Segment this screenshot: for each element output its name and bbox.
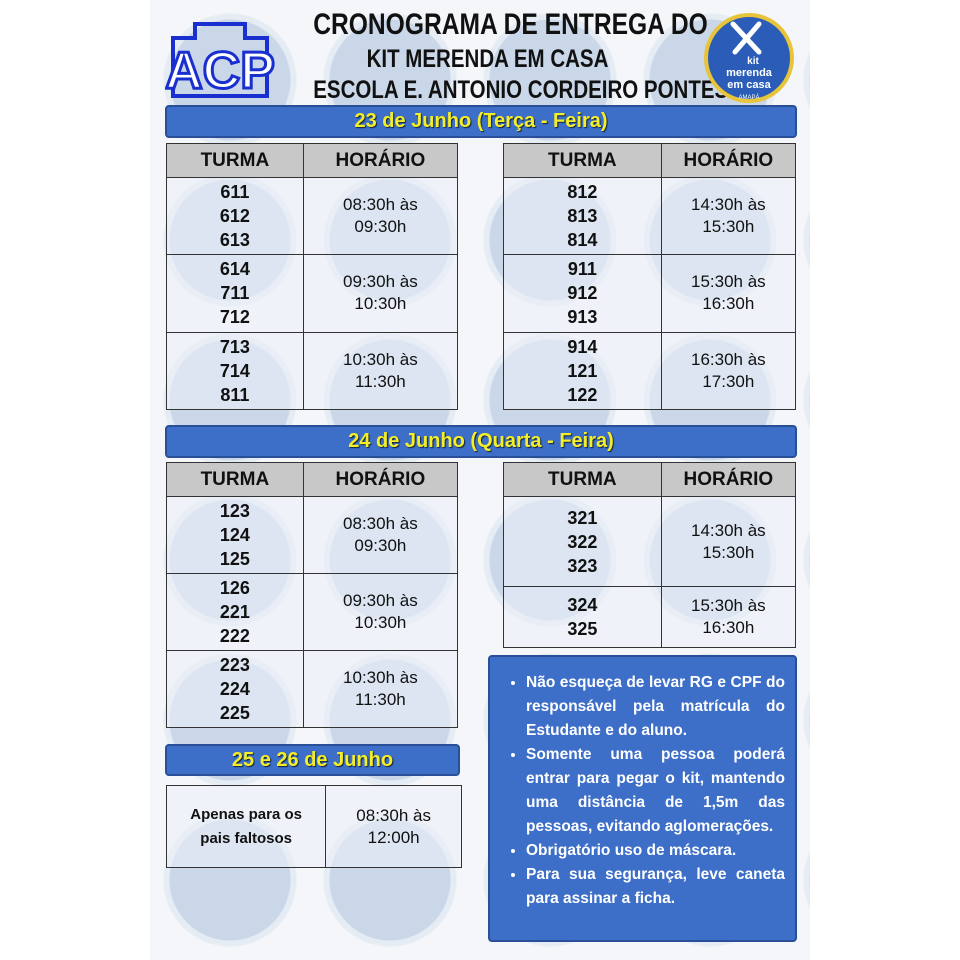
- horario-cell: 08:30h às 12:00h: [325, 785, 462, 868]
- note-item: Para sua segurança, leve caneta para ass…: [526, 863, 785, 911]
- table-row: 126 221 222 09:30h às 10:30h: [166, 573, 459, 651]
- turma-cell: 713 714 811: [166, 331, 304, 411]
- turma-cell: 223 224 225: [166, 650, 304, 728]
- horario-cell: 08:30h às 09:30h: [302, 496, 459, 574]
- turma-cell: 614 711 712: [166, 254, 304, 333]
- turma-cell: 126 221 222: [166, 573, 304, 651]
- title-line-3: ESCOLA E. ANTONIO CORDEIRO PONTES: [313, 76, 729, 104]
- day3-banner: 25 e 26 de Junho: [165, 744, 460, 776]
- notes-box: Não esqueça de levar RG e CPF do respons…: [488, 655, 797, 942]
- svg-text:em casa: em casa: [727, 79, 771, 91]
- table-row: 713 714 811 10:30h às 11:30h: [166, 331, 459, 411]
- svg-text:merenda: merenda: [726, 67, 773, 79]
- horario-header: HORÁRIO: [660, 462, 797, 497]
- horario-cell: 09:30h às 10:30h: [302, 573, 459, 651]
- svg-text:kit: kit: [747, 56, 759, 67]
- note-item: Obrigatório uso de máscara.: [526, 839, 785, 863]
- header-row: TURMA HORÁRIO: [166, 462, 459, 497]
- horario-cell: 15:30h às 16:30h: [660, 586, 797, 648]
- table-row: 123 124 125 08:30h às 09:30h: [166, 496, 459, 574]
- svg-text:ACP: ACP: [165, 42, 275, 100]
- day2-banner: 24 de Junho (Quarta - Feira): [165, 425, 797, 458]
- note-item: Somente uma pessoa poderá entrar para pe…: [526, 743, 785, 839]
- horario-cell: 09:30h às 10:30h: [302, 254, 459, 333]
- table-row: Apenas para os pais faltosos 08:30h às 12:0…: [165, 785, 462, 868]
- acp-school-logo: ACP: [165, 22, 275, 100]
- header-row: TURMA HORÁRIO: [503, 462, 797, 497]
- day1-left-table: TURMA HORÁRIO 611 612 613 08:30h às 09:30h 614 7…: [166, 143, 459, 411]
- table-row: 812 813 814 14:30h às 15:30h: [503, 176, 797, 256]
- title-line-1: CRONOGRAMA DE ENTREGA DO: [313, 8, 708, 41]
- day1-banner: 23 de Junho (Terça - Feira): [165, 105, 797, 138]
- turma-cell: 812 813 814: [503, 176, 662, 256]
- horario-cell: 15:30h às 16:30h: [660, 254, 797, 333]
- turma-cell: 321 322 323: [503, 495, 662, 588]
- horario-header: HORÁRIO: [660, 143, 797, 178]
- turma-cell: 911 912 913: [503, 254, 662, 333]
- table-row: 321 322 323 14:30h às 15:30h: [503, 495, 797, 588]
- horario-cell: 16:30h às 17:30h: [660, 331, 797, 411]
- table-row: 911 912 913 15:30h às 16:30h: [503, 254, 797, 333]
- table-row: 223 224 225 10:30h às 11:30h: [166, 650, 459, 728]
- turma-cell: 123 124 125: [166, 496, 304, 574]
- turma-header: TURMA: [166, 462, 304, 497]
- horario-header: HORÁRIO: [302, 462, 459, 497]
- kit-merenda-logo: kit merenda em casa AMAPÁ: [704, 13, 794, 103]
- horario-cell: 14:30h às 15:30h: [660, 495, 797, 588]
- table-row: 611 612 613 08:30h às 09:30h: [166, 176, 459, 256]
- turma-header: TURMA: [503, 143, 662, 178]
- turma-cell: 914 121 122: [503, 331, 662, 411]
- turma-cell: Apenas para os pais faltosos: [165, 785, 327, 868]
- title-line-2: KIT MERENDA EM CASA: [366, 45, 609, 73]
- header-row: TURMA HORÁRIO: [503, 143, 797, 178]
- day3-table: Apenas para os pais faltosos 08:30h às 12:0…: [165, 785, 462, 868]
- header-row: TURMA HORÁRIO: [166, 143, 459, 178]
- horario-cell: 14:30h às 15:30h: [660, 176, 797, 256]
- turma-header: TURMA: [166, 143, 304, 178]
- turma-cell: 324 325: [503, 586, 662, 648]
- day2-left-table: TURMA HORÁRIO 123 124 125 08:30h às 09:30h 126 2…: [166, 462, 459, 728]
- table-row: 914 121 122 16:30h às 17:30h: [503, 331, 797, 411]
- day1-right-table: TURMA HORÁRIO 812 813 814 14:30h às 15:30h 911 9…: [503, 143, 797, 411]
- turma-cell: 611 612 613: [166, 176, 304, 256]
- horario-cell: 10:30h às 11:30h: [302, 331, 459, 411]
- turma-header: TURMA: [503, 462, 662, 497]
- svg-text:AMAPÁ: AMAPÁ: [738, 94, 759, 101]
- day2-right-table: TURMA HORÁRIO 321 322 323 14:30h às 15:30h 324 3…: [503, 462, 797, 648]
- horario-cell: 10:30h às 11:30h: [302, 650, 459, 728]
- horario-cell: 08:30h às 09:30h: [302, 176, 459, 256]
- table-row: 324 325 15:30h às 16:30h: [503, 586, 797, 648]
- horario-header: HORÁRIO: [302, 143, 459, 178]
- note-item: Não esqueça de levar RG e CPF do respons…: [526, 671, 785, 743]
- table-row: 614 711 712 09:30h às 10:30h: [166, 254, 459, 333]
